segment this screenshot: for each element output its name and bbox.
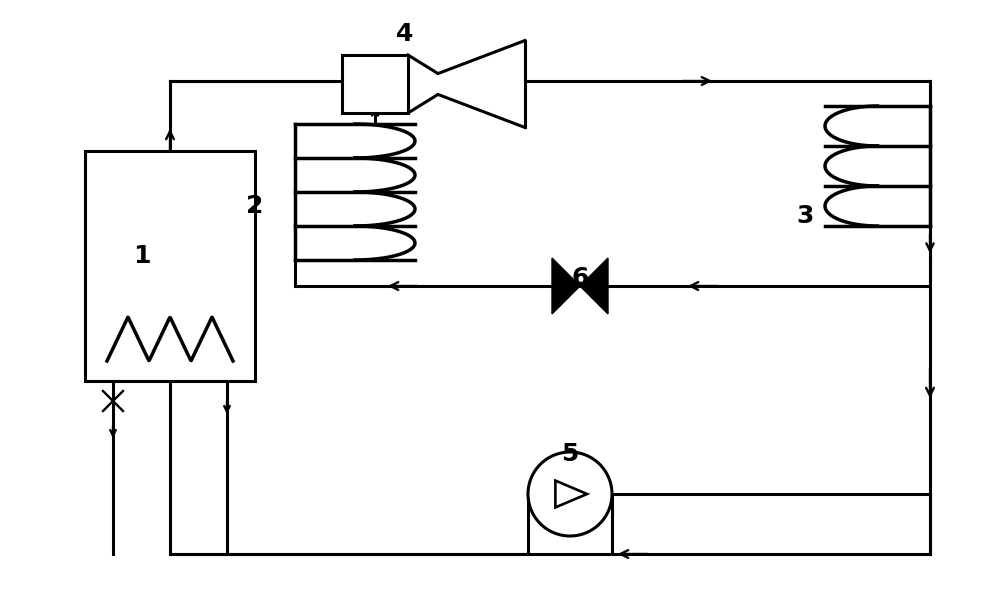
Text: 4: 4: [396, 22, 414, 46]
Text: 6: 6: [571, 266, 589, 290]
Text: 3: 3: [796, 204, 814, 228]
Text: 5: 5: [561, 442, 579, 466]
Text: 2: 2: [246, 194, 264, 218]
Polygon shape: [552, 258, 580, 314]
Text: 1: 1: [133, 244, 151, 268]
Circle shape: [528, 452, 612, 536]
Bar: [85, 151, 255, 381]
Polygon shape: [580, 258, 608, 314]
Bar: [342, 55, 408, 113]
